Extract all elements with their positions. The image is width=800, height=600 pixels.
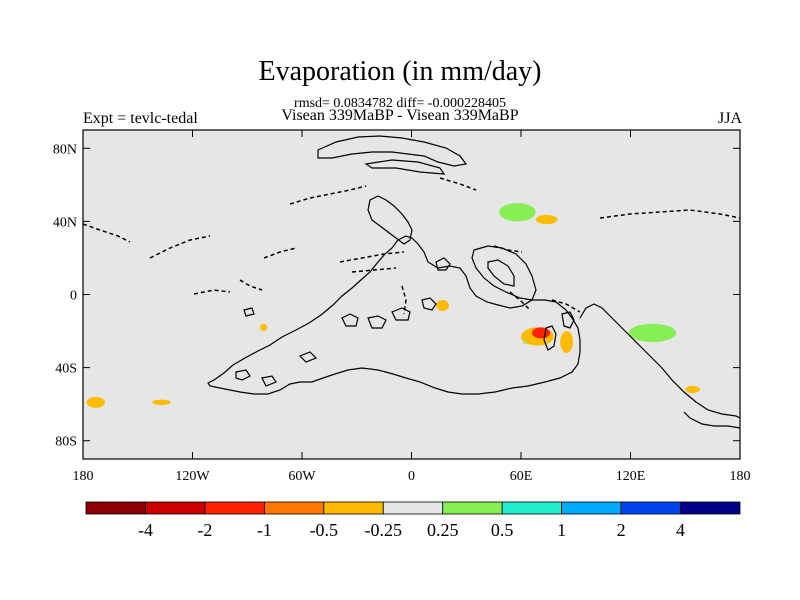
colorbar-label: 0.5 [491, 520, 514, 540]
coastline-island-east-1 [543, 325, 557, 351]
colorbar-label: 1 [557, 520, 566, 540]
coastline-main-continent [207, 235, 581, 395]
map-background [83, 130, 740, 459]
dashed-line-mid-3 [239, 279, 263, 291]
chart-subtitle: Visean 339MaBP - Visean 339MaBP [281, 107, 519, 124]
coastline-island-cluster-2 [367, 315, 387, 329]
y-tick-label: 40S [55, 362, 77, 377]
anomaly-layer [86, 203, 700, 408]
coastline-arm-east-lower [683, 411, 741, 429]
x-tick-label: 0 [408, 469, 415, 484]
y-tick-label: 40N [53, 215, 77, 230]
colorbar-segment-10 [680, 501, 741, 515]
colorbar-segment-1 [145, 501, 206, 515]
orange-patch-equatorial [436, 299, 449, 311]
colorbar-segment-7 [501, 501, 563, 515]
orange-patch-north-central [535, 214, 558, 225]
coastline-island-cluster-1 [341, 313, 359, 327]
axes: 180 120W 60W 0 60E 120E 180 80N 40N 0 40S 80S [53, 130, 751, 484]
chart-title: Evaporation (in mm/day) [258, 56, 542, 87]
y-tick-label: 80N [53, 142, 77, 157]
colorbar-label: -0.25 [365, 520, 403, 540]
tiny-green-dot [523, 340, 527, 344]
dashed-coast-segments [82, 177, 741, 315]
coastline-island-cluster-4 [421, 297, 437, 311]
small-orange-patch-west [260, 323, 268, 332]
dashed-line-east-2 [509, 291, 531, 311]
dashed-line-mid-1 [263, 247, 297, 259]
y-tick-label: 0 [70, 289, 77, 304]
orange-patch-east-right [560, 331, 574, 353]
colorbar-label: -4 [138, 520, 153, 540]
x-tick-label: 60W [288, 469, 316, 484]
coastline-island-south-1 [235, 369, 251, 381]
orange-patch-far-west [86, 396, 105, 408]
colorbar-segment-6 [442, 501, 503, 515]
coastline-island-cluster-3 [391, 307, 411, 321]
colorbar: -4 -2 -1 -0.5 -0.25 0.25 0.5 1 2 4 [85, 501, 741, 540]
coastline-north-strip [364, 159, 446, 175]
x-tick-label: 180 [730, 469, 751, 484]
coastline-island-mid-1 [298, 351, 318, 363]
green-patch-north-central [499, 203, 536, 222]
dashed-line-east-3 [551, 299, 581, 313]
red-patch-east [531, 327, 551, 339]
colorbar-label: 2 [617, 520, 626, 540]
colorbar-segment-4 [323, 501, 384, 515]
colorbar-label: -1 [257, 520, 272, 540]
colorbar-segment-3 [263, 501, 325, 515]
colorbar-segment-2 [204, 501, 265, 515]
coastline-north-island [317, 135, 468, 167]
coastline-island-south-2 [261, 375, 277, 387]
orange-patch-southwest [152, 399, 171, 406]
colorbar-segment-5 [382, 501, 444, 515]
colorbar-segment-9 [620, 501, 681, 515]
coastline-island-west-1 [243, 307, 255, 317]
coastline-island-east-3 [435, 257, 451, 271]
x-tick-label: 60E [510, 469, 533, 484]
colorbar-label: -2 [197, 520, 212, 540]
x-tick-label: 180 [73, 469, 94, 484]
x-tick-label: 120E [616, 469, 646, 484]
colorbar-segment-8 [561, 501, 622, 515]
colorbar-segment-0 [85, 501, 146, 515]
colorbar-label: 0.25 [427, 520, 459, 540]
dashed-line-mid-2 [401, 285, 407, 315]
season-label: JJA [717, 110, 742, 127]
stats-line: rmsd= 0.0834782 diff= -0.000228405 [294, 96, 506, 111]
x-tick-label: 120W [175, 469, 210, 484]
dashed-line-west-2 [193, 289, 231, 295]
experiment-label: Expt = tevlc-tedal [83, 110, 198, 127]
coastline-east-block-outer [471, 245, 537, 301]
orange-patch-southeast [685, 385, 700, 394]
dashed-line-far-west [82, 223, 131, 243]
coastlines [207, 135, 741, 429]
coastline-arm-east [579, 303, 741, 419]
coastline-north-peninsula [367, 195, 413, 245]
dashed-line-center-2 [351, 267, 397, 273]
coastline-east-block-inner [487, 259, 515, 287]
green-patch-east [628, 323, 677, 343]
colorbar-label: 4 [676, 520, 685, 540]
dashed-line-east-1 [493, 245, 523, 253]
colorbar-label: -0.5 [310, 520, 339, 540]
y-tick-label: 80S [55, 435, 77, 450]
coastline-island-east-2 [561, 311, 575, 329]
